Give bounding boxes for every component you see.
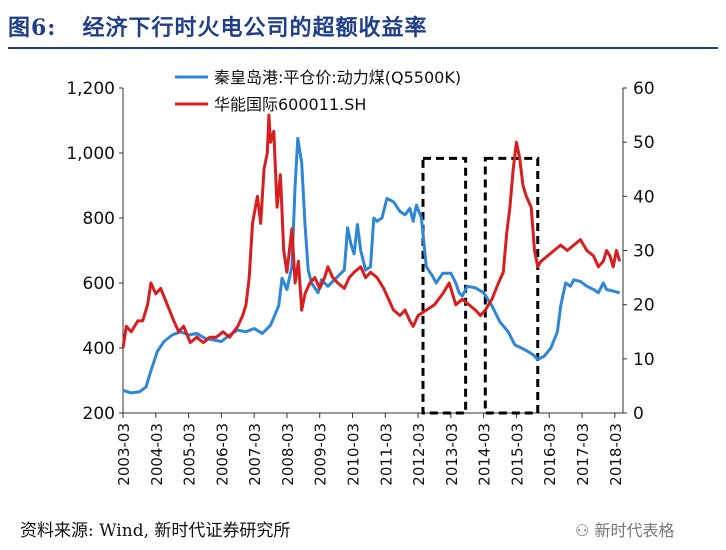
x-tick-label: 2013-03	[443, 423, 461, 486]
watermark-text: 新时代表格	[594, 521, 675, 540]
legend-label: 华能国际600011.SH	[214, 95, 366, 114]
y-left-tick-label: 1,000	[66, 144, 115, 164]
y-left-tick-label: 200	[83, 404, 115, 424]
wechat-icon: ⚇	[575, 521, 595, 540]
x-tick-label: 2012-03	[410, 423, 428, 486]
highlight-boxes	[421, 156, 540, 415]
x-tick-label: 2011-03	[377, 423, 395, 486]
x-tick-label: 2009-03	[312, 423, 330, 486]
x-tick-label: 2007-03	[246, 423, 264, 486]
x-tick-label: 2004-03	[148, 423, 166, 486]
source-note: 资料来源: Wind, 新时代证券研究所	[20, 521, 291, 541]
x-tick-label: 2006-03	[213, 423, 231, 486]
y-right-tick-label: 20	[633, 296, 655, 316]
y-left-tick-label: 600	[83, 274, 115, 294]
legend: 秦皇岛港:平仓价:动力煤(Q5500K) 华能国际600011.SH	[175, 68, 461, 114]
x-tick-label: 2015-03	[508, 423, 526, 486]
highlight-box	[421, 156, 468, 415]
y-right-tick-label: 40	[633, 187, 655, 207]
x-tick-label: 2010-03	[345, 423, 363, 486]
y-left-tick-label: 400	[83, 339, 115, 359]
title-text: 经济下行时火电公司的超额收益率	[82, 15, 428, 41]
series-line-1	[122, 136, 621, 395]
title-underline	[8, 47, 718, 49]
legend-label: 秦皇岛港:平仓价:动力煤(Q5500K)	[214, 68, 461, 87]
highlight-box	[483, 156, 540, 415]
figure-number: 图6:	[8, 15, 57, 41]
x-tick-label: 2003-03	[115, 423, 133, 486]
y-left-tick-label: 1,200	[66, 79, 115, 99]
y-right-tick-label: 0	[633, 404, 644, 424]
x-tick-label: 2008-03	[279, 423, 297, 486]
x-tick-label: 2018-03	[607, 423, 625, 486]
axes: 200 400 600 800 1,000 1,200 0 10 20 30 40 50 60 2003-…	[66, 79, 654, 486]
y-right-tick-label: 50	[633, 133, 655, 153]
y-right-tick-label: 30	[633, 242, 655, 262]
series-line-2	[121, 113, 622, 349]
x-tick-label: 2017-03	[574, 423, 592, 486]
x-tick-label: 2014-03	[476, 423, 494, 486]
y-left-tick-label: 800	[83, 209, 115, 229]
y-right-tick-label: 10	[633, 350, 655, 370]
x-tick-label: 2016-03	[541, 423, 559, 486]
watermark: ⚇ 新时代表格	[575, 517, 674, 541]
x-tick-label: 2005-03	[181, 423, 199, 486]
y-right-tick-label: 60	[633, 79, 655, 99]
chart-title: 图6: 经济下行时火电公司的超额收益率	[8, 10, 427, 42]
series-lines	[121, 113, 622, 395]
